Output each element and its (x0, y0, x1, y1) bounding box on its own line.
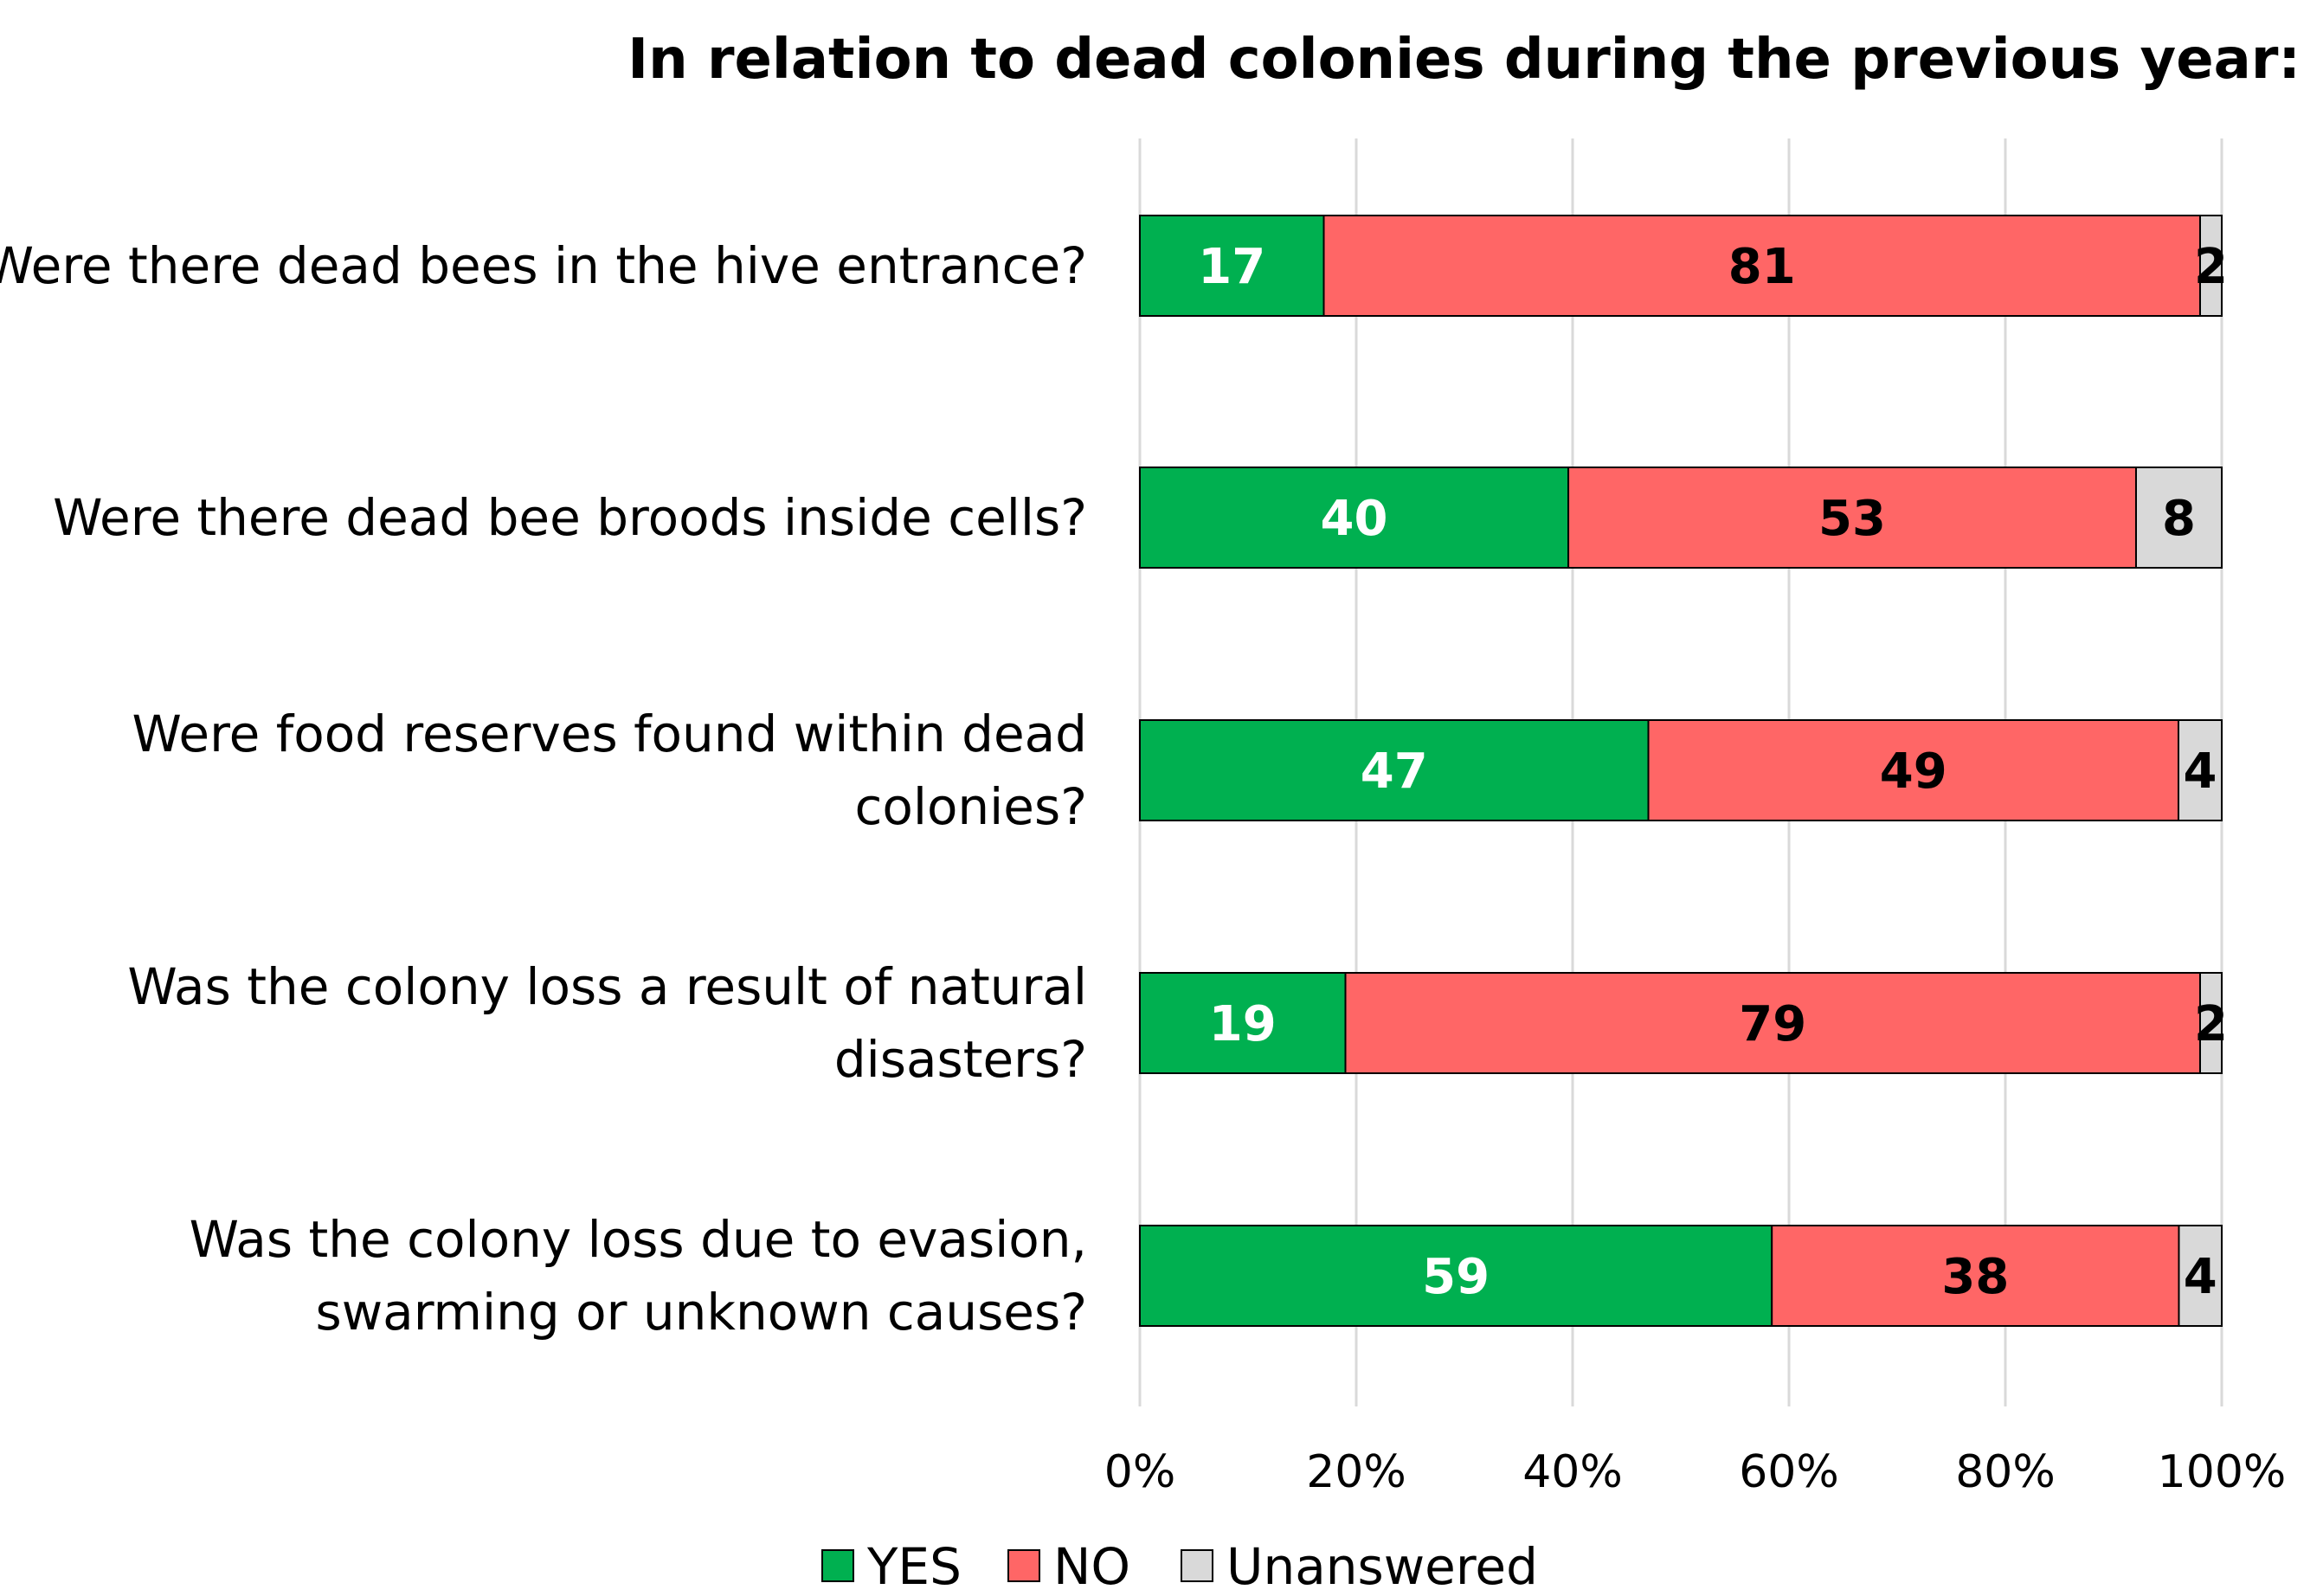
data-label-no-2: 53 (1818, 491, 1886, 547)
data-label-yes-4: 19 (1209, 996, 1277, 1052)
bar-unanswered-3 (2178, 719, 2223, 821)
x-tick-label: 100% (2158, 1446, 2287, 1498)
data-label-unanswered-1: 2 (2194, 239, 2228, 295)
legend-swatch-unanswered (1181, 1549, 1213, 1582)
data-label-unanswered-4: 2 (2194, 996, 2228, 1052)
legend: YES NO Unanswered (821, 1537, 1538, 1596)
bar-yes-4 (1139, 972, 1347, 1074)
data-label-yes-3: 47 (1361, 743, 1428, 800)
bar-no-5 (1771, 1225, 2180, 1327)
data-label-no-3: 49 (1880, 743, 1947, 800)
category-label-4: Was the colony loss a result of natural d… (127, 957, 1087, 1089)
category-labels: Were there dead bees in the hive entranc… (0, 236, 1087, 1342)
data-label-unanswered-3: 4 (2184, 743, 2217, 800)
bar-no-4 (1344, 972, 2201, 1074)
bar-unanswered-5 (2178, 1225, 2223, 1327)
bar-unanswered-4 (2199, 972, 2223, 1074)
data-label-no-4: 79 (1739, 996, 1806, 1052)
bar-no-3 (1647, 719, 2179, 821)
x-tick-label: 20% (1306, 1446, 1406, 1498)
data-label-unanswered-5: 4 (2184, 1249, 2217, 1305)
legend-swatch-yes (821, 1549, 854, 1582)
bar-yes-2 (1139, 467, 1570, 569)
data-label-no-5: 38 (1941, 1249, 2009, 1305)
data-label-yes-2: 40 (1321, 491, 1388, 547)
category-label-2: Were there dead bee broods inside cells? (53, 488, 1087, 547)
category-label-1: Were there dead bees in the hive entranc… (0, 236, 1087, 295)
data-label-yes-1: 17 (1198, 239, 1265, 295)
bar-unanswered-2 (2134, 467, 2223, 569)
bar-no-2 (1567, 467, 2137, 569)
x-tick-label: 0% (1104, 1446, 1176, 1498)
data-label-yes-5: 59 (1422, 1249, 1490, 1305)
x-axis-ticks: 0% 20% 40% 60% 80% 100% (1104, 1446, 2287, 1498)
bars: 17 81 2 40 53 8 47 49 4 19 79 2 59 38 4 (1139, 215, 2228, 1327)
category-label-3: Were food reserves found within dead colo… (132, 705, 1087, 836)
x-tick-label: 40% (1522, 1446, 1623, 1498)
bar-yes-5 (1139, 1225, 1773, 1327)
bar-yes-3 (1139, 719, 1650, 821)
x-tick-label: 80% (1955, 1446, 2056, 1498)
legend-swatch-no (1007, 1549, 1040, 1582)
legend-label-no: NO (1053, 1537, 1130, 1596)
data-label-no-1: 81 (1728, 239, 1796, 295)
bar-unanswered-1 (2199, 215, 2223, 317)
legend-label-unanswered: Unanswered (1226, 1537, 1538, 1596)
data-label-unanswered-2: 8 (2162, 491, 2196, 547)
legend-label-yes: YES (866, 1537, 962, 1596)
chart-title: In relation to dead colonies during the … (627, 28, 2300, 92)
x-tick-label: 60% (1739, 1446, 1839, 1498)
category-label-5: Was the colony loss due to evasion, swarm… (190, 1210, 1087, 1342)
bar-yes-1 (1139, 215, 1325, 317)
